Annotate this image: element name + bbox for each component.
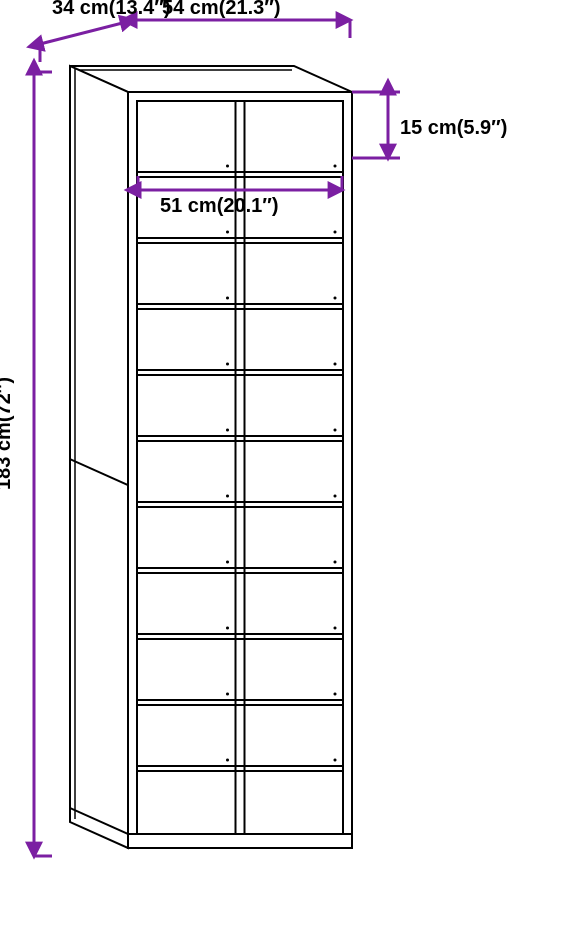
shelf-height-label: 15 cm(5.9″) [400, 117, 507, 139]
width-label: 54 cm(21.3″) [162, 0, 281, 19]
inner-width-label: 51 cm(20.1″) [160, 195, 279, 217]
height-label: 183 cm(72″) [0, 377, 15, 490]
cabinet-outline [70, 66, 352, 848]
depth-label: 34 cm(13.4″) [52, 0, 171, 19]
cabinet-dimension-diagram: 34 cm(13.4″)54 cm(21.3″) 183 cm(72″) 15 cm… [0, 0, 573, 931]
